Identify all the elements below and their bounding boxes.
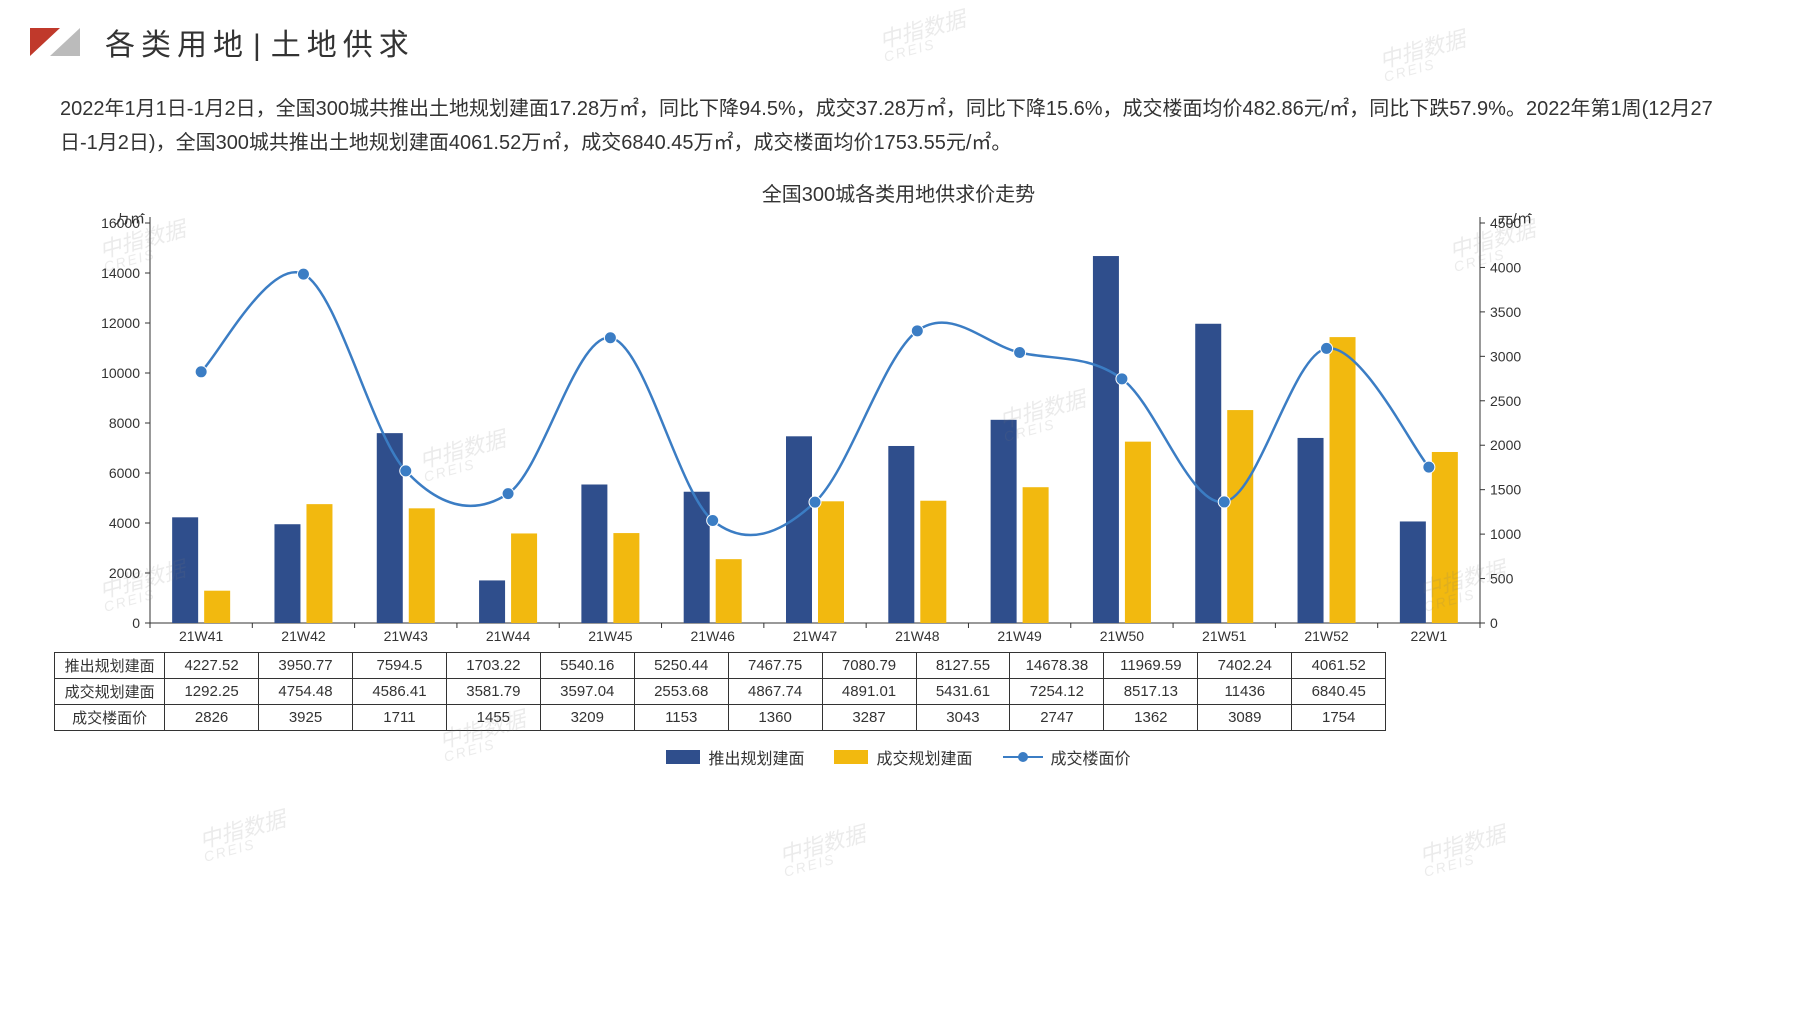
header-bar: 各类用地|土地供求 [0, 0, 1797, 74]
svg-text:3500: 3500 [1490, 304, 1521, 320]
svg-text:500: 500 [1490, 571, 1514, 587]
title-right: 土地供求 [271, 29, 415, 62]
svg-text:10000: 10000 [101, 365, 140, 381]
chart-data-table: 推出规划建面4227.523950.777594.51703.225540.16… [54, 652, 1386, 731]
svg-text:21W42: 21W42 [281, 628, 326, 644]
svg-text:21W51: 21W51 [1202, 628, 1247, 644]
page-title: 各类用地|土地供求 [105, 20, 415, 64]
chart-legend: 推出规划建面成交规划建面成交楼面价 [0, 745, 1797, 769]
svg-text:1000: 1000 [1490, 526, 1521, 542]
svg-text:2000: 2000 [1490, 437, 1521, 453]
summary-paragraph: 2022年1月1日-1月2日，全国300城共推出土地规划建面17.28万㎡，同比… [0, 74, 1797, 170]
title-left: 各类用地 [105, 29, 249, 62]
svg-text:21W41: 21W41 [179, 628, 224, 644]
svg-text:12000: 12000 [101, 315, 140, 331]
svg-text:8000: 8000 [109, 415, 140, 431]
svg-text:21W46: 21W46 [691, 628, 736, 644]
svg-text:21W44: 21W44 [486, 628, 531, 644]
svg-text:0: 0 [1490, 615, 1498, 631]
svg-text:21W47: 21W47 [793, 628, 838, 644]
svg-text:21W48: 21W48 [895, 628, 940, 644]
svg-text:6000: 6000 [109, 465, 140, 481]
chart-container: 0200040006000800010000120001400016000050… [80, 213, 1757, 731]
svg-text:21W43: 21W43 [384, 628, 429, 644]
svg-text:4000: 4000 [1490, 259, 1521, 275]
svg-text:21W45: 21W45 [588, 628, 633, 644]
svg-text:元/㎡: 元/㎡ [1498, 213, 1532, 227]
svg-text:1500: 1500 [1490, 482, 1521, 498]
svg-text:3000: 3000 [1490, 348, 1521, 364]
svg-text:4000: 4000 [109, 515, 140, 531]
svg-text:2500: 2500 [1490, 393, 1521, 409]
svg-text:21W50: 21W50 [1100, 628, 1145, 644]
svg-text:2000: 2000 [109, 565, 140, 581]
logo [30, 28, 80, 56]
svg-text:14000: 14000 [101, 265, 140, 281]
chart-svg: 0200040006000800010000120001400016000050… [80, 213, 1550, 652]
svg-text:22W1: 22W1 [1411, 628, 1448, 644]
svg-text:0: 0 [132, 615, 140, 631]
svg-text:21W49: 21W49 [997, 628, 1042, 644]
svg-text:21W52: 21W52 [1304, 628, 1349, 644]
chart-title: 全国300城各类用地供求价走势 [0, 178, 1797, 207]
svg-text:万㎡: 万㎡ [115, 213, 145, 227]
